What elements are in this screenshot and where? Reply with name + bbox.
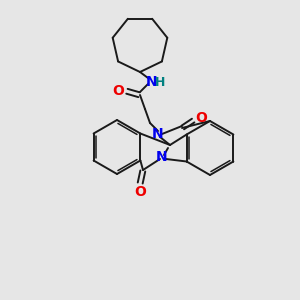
Text: N: N — [152, 127, 164, 141]
Text: O: O — [112, 84, 124, 98]
Text: N: N — [146, 75, 158, 89]
Text: O: O — [134, 185, 146, 199]
Text: H: H — [155, 76, 165, 89]
Text: N: N — [156, 150, 168, 164]
Text: O: O — [195, 111, 207, 125]
